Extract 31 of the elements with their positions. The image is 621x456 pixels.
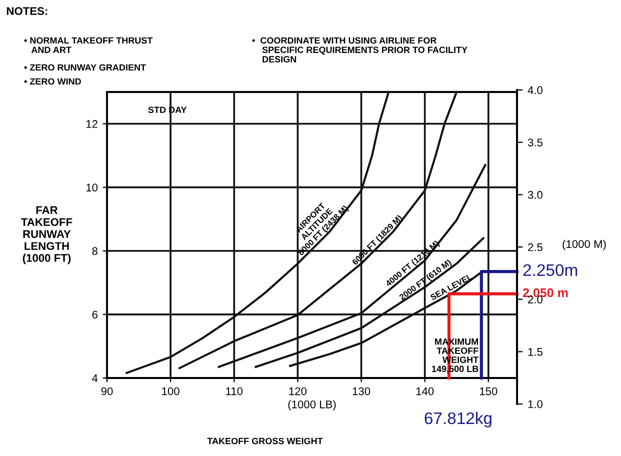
text: 67.812kg bbox=[424, 412, 492, 428]
y-tick-label: 10 bbox=[86, 184, 98, 192]
y-axis-title: FAR TAKEOFF RUNWAY LENGTH (1000 FT) bbox=[21, 206, 72, 264]
text: 2.050 m bbox=[522, 288, 568, 298]
x-tick-label: 100 bbox=[162, 387, 180, 396]
text: • NORMAL TAKEOFF THRUST AND ART bbox=[24, 37, 153, 53]
x-axis-title: (1000 LB) bbox=[288, 400, 336, 411]
chart-title: NOTES: bbox=[6, 7, 48, 15]
x-tick-label: 110 bbox=[226, 387, 243, 396]
x-tick-label: 90 bbox=[101, 387, 113, 396]
x-tick-label: 130 bbox=[352, 387, 370, 396]
y2-tick-label: 3.0 bbox=[528, 190, 542, 199]
text: TAKEOFF GROSS WEIGHT bbox=[207, 438, 323, 444]
text: 2.250m bbox=[523, 264, 578, 276]
x-tick-label: 140 bbox=[416, 387, 434, 396]
x-tick-label: 120 bbox=[289, 387, 307, 396]
y-tick-label: 4 bbox=[92, 374, 98, 382]
y-tick-label: 6 bbox=[92, 310, 98, 319]
y2-tick-label: 2.0 bbox=[528, 296, 542, 304]
y2-tick-label: 2.5 bbox=[528, 243, 542, 252]
y2-axis-title: (1000 M) bbox=[562, 240, 606, 250]
y-tick-label: 8 bbox=[92, 247, 98, 256]
x-tick-label: 150 bbox=[480, 387, 498, 396]
text: • COORDINATE WITH USING AIRLINE FOR SPECIFIC REQUIREMENTS PRIOR TO FACILITY DESIGN bbox=[252, 37, 468, 62]
y2-tick-label: 3.5 bbox=[528, 138, 542, 146]
y-tick-label: 12 bbox=[86, 120, 98, 128]
y2-tick-label: 1.5 bbox=[528, 348, 542, 356]
y2-tick-label: 4.0 bbox=[528, 86, 542, 94]
text: • ZERO WIND bbox=[24, 78, 81, 85]
y2-tick-label: 1.0 bbox=[528, 400, 542, 408]
text: • ZERO RUNWAY GRADIENT bbox=[24, 64, 146, 71]
